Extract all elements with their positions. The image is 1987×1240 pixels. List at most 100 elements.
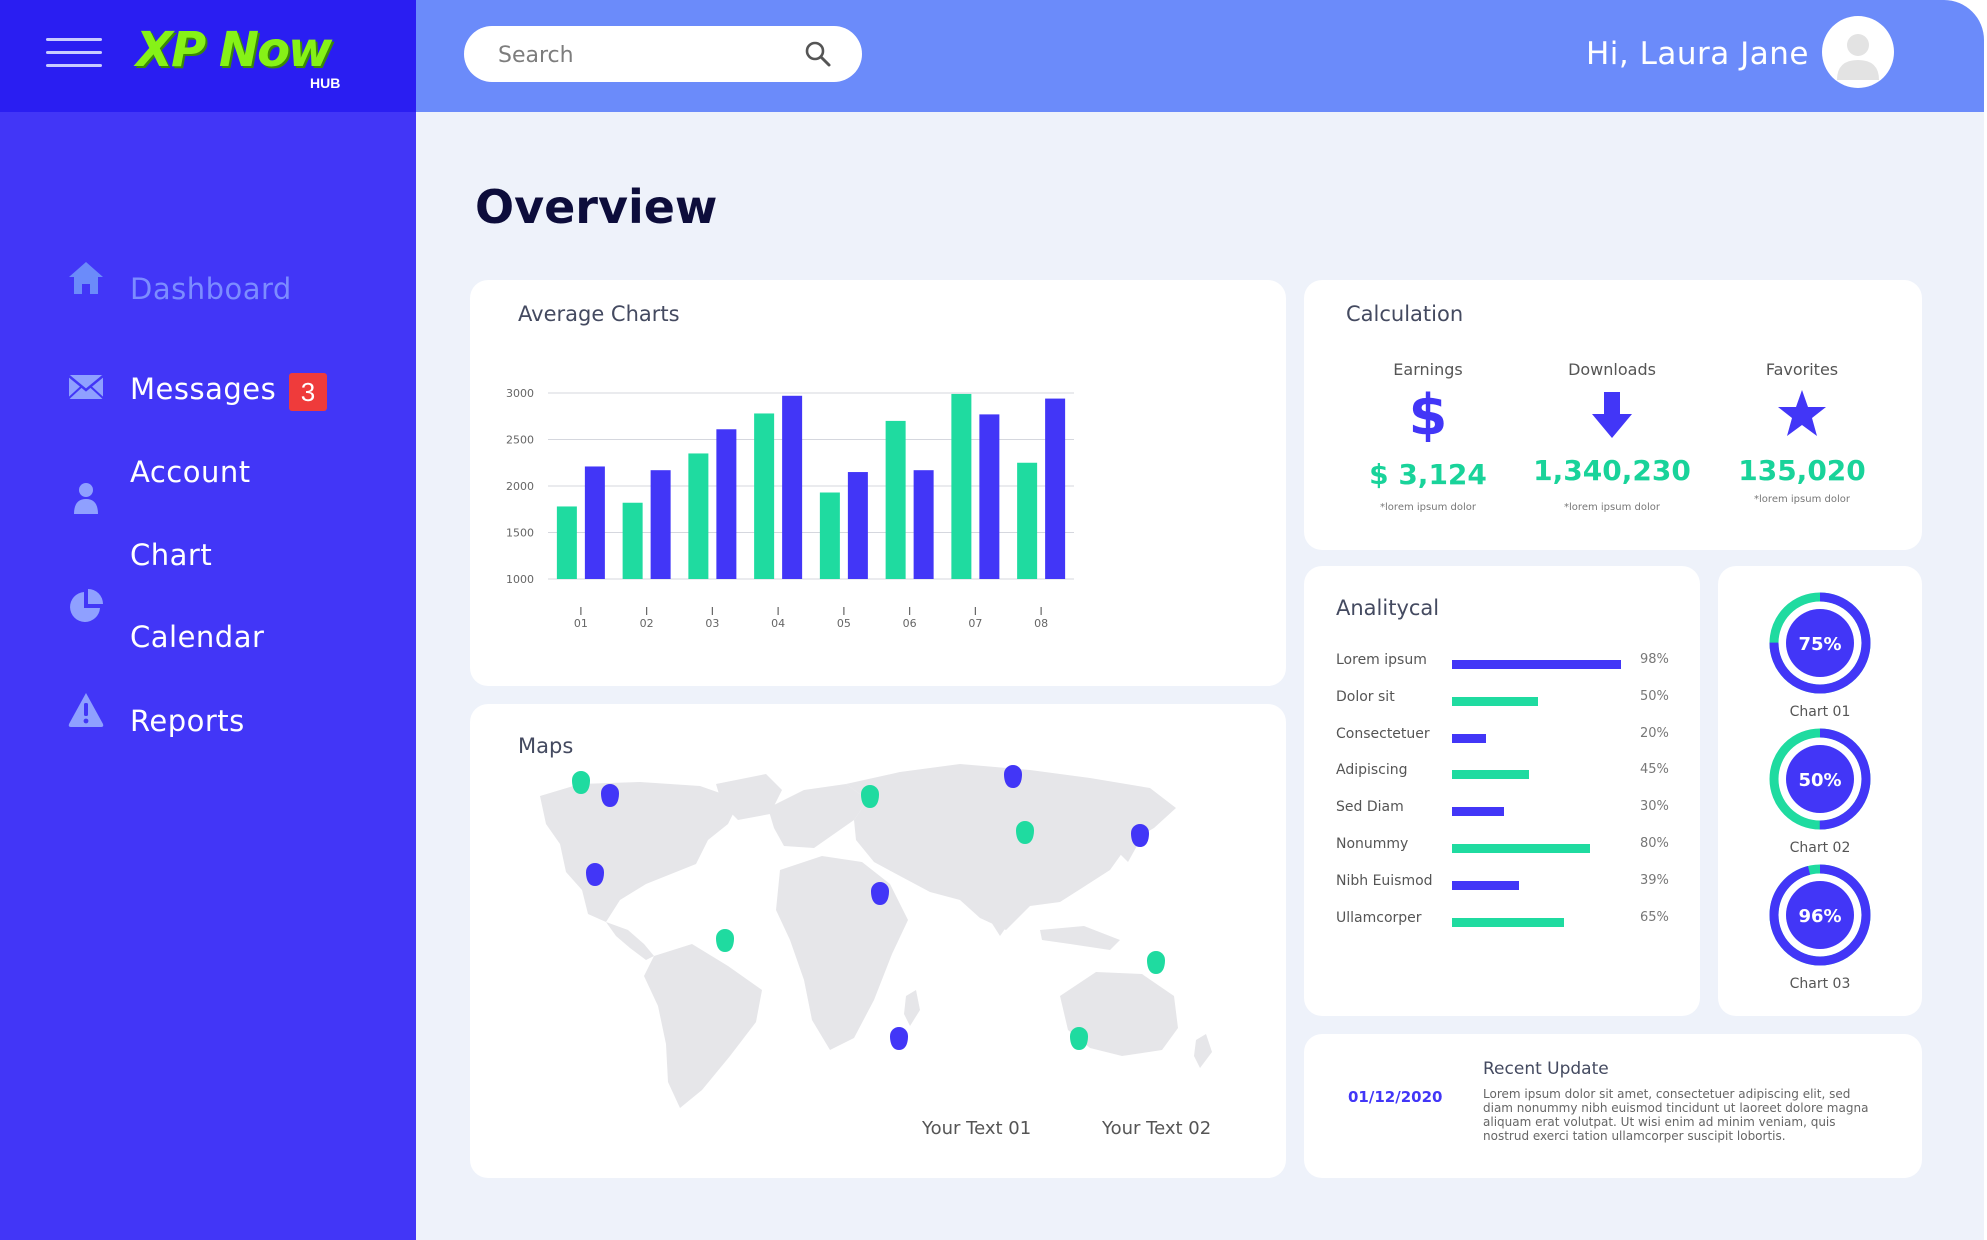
sidebar-item-messages[interactable]: Messages	[0, 360, 416, 420]
stat-label: Downloads	[1568, 360, 1656, 379]
logo: XP Now HUB	[136, 22, 356, 98]
star-icon	[1778, 390, 1826, 436]
sidebar-item-account[interactable]: Account	[0, 445, 416, 505]
analytical-row: Sed Diam 30%	[1304, 799, 1704, 819]
map-pin-blue[interactable]	[586, 863, 604, 886]
map-pin-blue[interactable]	[1131, 824, 1149, 847]
donut-center	[1786, 609, 1854, 677]
average-bar-chart: 3000 2500 2000 1500 1000 01 02 03 04 05 06 07 08	[506, 387, 1074, 630]
sidebar-item-label: Messages	[130, 372, 277, 406]
x-tick-label: 03	[705, 617, 719, 630]
analytical-row: Dolor sit 50%	[1304, 689, 1704, 709]
sidebar-item-calendar[interactable]: Calendar	[0, 610, 416, 670]
analytical-row: Ullamcorper 65%	[1304, 910, 1704, 930]
bar	[688, 453, 709, 579]
sidebar-item-label: Account	[130, 455, 251, 489]
stat-note: *lorem ipsum dolor	[1380, 502, 1476, 513]
analytical-row: Nibh Euismod 39%	[1304, 873, 1704, 893]
legend-label: Your Text 01	[922, 1118, 1032, 1139]
donut-label: Chart 01	[1789, 704, 1851, 720]
sidebar-header	[0, 0, 416, 112]
avatar[interactable]	[1822, 16, 1894, 88]
bar	[1017, 462, 1038, 579]
sidebar-item-chart[interactable]: Chart	[0, 528, 416, 588]
menu-icon[interactable]	[46, 38, 102, 68]
average-charts-card: Average Charts 3000 2500 2000 1500 1000 01 02 0…	[470, 280, 1286, 686]
legend-marker-blue	[890, 1027, 908, 1050]
bar	[650, 470, 671, 579]
bar	[979, 414, 1000, 579]
donut-progress	[1769, 592, 1871, 694]
sidebar-item-label: Reports	[130, 704, 245, 738]
donut-chart: 50%	[1769, 728, 1871, 830]
analytical-bar-track	[1452, 807, 1624, 817]
analytical-bar-track	[1452, 917, 1624, 927]
user-avatar-icon	[1837, 34, 1879, 80]
map-pin-green[interactable]	[572, 771, 590, 794]
analytical-card: Analitycal Lorem ipsum 98% Dolor sit 50% Con…	[1304, 566, 1700, 1016]
map-pin-green[interactable]	[716, 929, 734, 952]
map-pin-green[interactable]	[1147, 951, 1165, 974]
sidebar-item-label: Calendar	[130, 620, 265, 654]
recent-update-card	[1304, 1034, 1922, 1178]
page-title: Overview	[475, 180, 718, 234]
donut-chart: 96%	[1769, 864, 1871, 966]
sidebar-item-reports[interactable]: Reports	[0, 690, 416, 750]
analytical-bar-track	[1452, 770, 1624, 780]
legend-marker-green	[1070, 1027, 1088, 1050]
envelope-icon	[68, 375, 104, 399]
y-tick-label: 1500	[506, 527, 534, 540]
x-tick-label: 04	[771, 617, 785, 630]
analytical-percent: 65%	[1640, 909, 1669, 925]
map-pin-blue[interactable]	[601, 784, 619, 807]
x-tick-label: 08	[1034, 617, 1048, 630]
y-tick-label: 3000	[506, 387, 534, 400]
bar	[754, 413, 775, 579]
donut-percent: 75%	[1798, 634, 1841, 655]
analytical-label: Dolor sit	[1336, 688, 1395, 705]
analytical-bar	[1452, 660, 1621, 669]
card-title: Calculation	[1346, 302, 1464, 326]
stat-value: $ 3,124	[1369, 458, 1487, 491]
user-greeting: Hi, Laura Jane	[1586, 36, 1810, 72]
map-pin-blue[interactable]	[871, 882, 889, 905]
donut-percent: 50%	[1798, 770, 1841, 791]
bar	[885, 420, 906, 579]
analytical-label: Adipiscing	[1336, 762, 1408, 779]
donut-center	[1786, 745, 1854, 813]
calculation-card: Calculation Earnings $ $ 3,124 *lorem ip…	[1304, 280, 1922, 550]
bar	[1045, 398, 1066, 579]
analytical-bar	[1452, 807, 1504, 817]
analytical-label: Nibh Euismod	[1336, 872, 1433, 889]
map-pin-blue[interactable]	[1004, 765, 1022, 788]
donut-label: Chart 03	[1789, 976, 1851, 992]
analytical-percent: 98%	[1640, 652, 1669, 667]
x-tick-label: 05	[837, 617, 851, 630]
stat-note: *lorem ipsum dolor	[1754, 494, 1850, 505]
svg-text:$: $	[1409, 384, 1448, 442]
warning-icon	[68, 693, 104, 727]
analytical-bar-track	[1452, 696, 1624, 706]
search-box	[464, 26, 862, 82]
analytical-percent: 20%	[1640, 725, 1669, 741]
map-pin-green[interactable]	[1016, 821, 1034, 844]
card-title: Average Charts	[518, 302, 680, 326]
messages-count-badge: 3	[289, 373, 327, 411]
update-title: Recent Update	[1483, 1059, 1609, 1079]
donut-charts-card: 75% Chart 01 50% Chart 02 96% Chart 03	[1718, 566, 1922, 1016]
x-tick-label: 07	[968, 617, 982, 630]
analytical-bar	[1452, 844, 1590, 853]
update-body: Lorem ipsum dolor sit amet, consectetuer…	[1483, 1087, 1869, 1143]
home-icon	[69, 262, 103, 294]
analytical-label: Consectetuer	[1336, 725, 1430, 742]
user-icon	[74, 483, 98, 514]
world-map[interactable]	[470, 704, 1286, 1178]
donut-progress	[1769, 728, 1871, 830]
sidebar-item-dashboard[interactable]: Dashboard	[0, 258, 416, 318]
search-input[interactable]	[496, 38, 800, 72]
search-icon[interactable]	[804, 40, 832, 68]
analytical-bar-track	[1452, 660, 1624, 669]
analytical-percent: 80%	[1640, 836, 1669, 851]
map-pin-green[interactable]	[861, 785, 879, 808]
